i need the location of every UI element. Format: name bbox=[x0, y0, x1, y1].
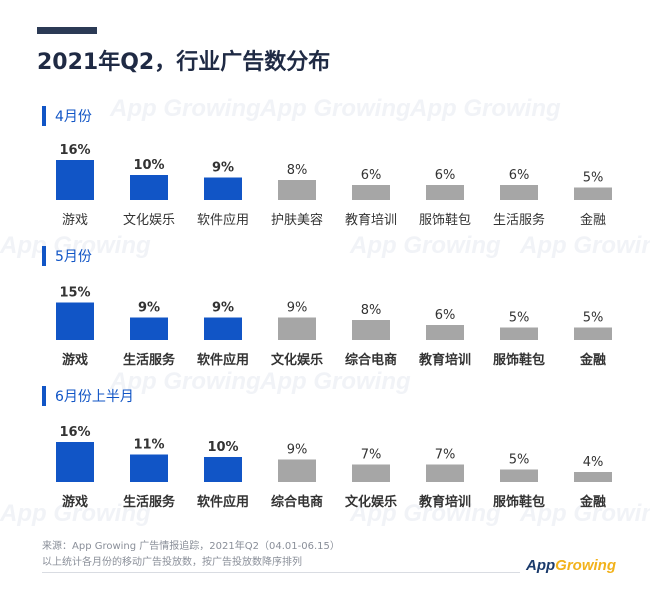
data-label: 16% bbox=[59, 425, 90, 440]
section-marker bbox=[42, 246, 46, 266]
data-label: 7% bbox=[361, 448, 382, 463]
section-marker bbox=[42, 386, 46, 406]
data-label: 6% bbox=[361, 168, 382, 183]
data-label: 7% bbox=[435, 448, 456, 463]
data-label: 9% bbox=[212, 301, 234, 316]
category-label: 文化娱乐 bbox=[345, 494, 397, 510]
data-label: 4% bbox=[583, 455, 604, 470]
bar-游戏 bbox=[56, 442, 94, 482]
bar-生活服务 bbox=[500, 185, 538, 200]
logo-text-app: App bbox=[526, 557, 556, 574]
logo-text-growing: Growing bbox=[555, 557, 616, 574]
section-title-april: 4月份 bbox=[55, 109, 92, 125]
data-label: 10% bbox=[207, 440, 238, 455]
bar-生活服务 bbox=[130, 454, 168, 482]
category-label: 游戏 bbox=[62, 213, 88, 228]
category-label: 软件应用 bbox=[197, 494, 249, 510]
bar-教育培训 bbox=[426, 464, 464, 482]
category-label: 服饰鞋包 bbox=[493, 494, 545, 510]
category-label: 金融 bbox=[580, 212, 606, 228]
data-label: 9% bbox=[287, 301, 308, 316]
bar-文化娱乐 bbox=[130, 175, 168, 200]
category-label: 文化娱乐 bbox=[123, 213, 175, 228]
bar-软件应用 bbox=[204, 457, 242, 482]
category-label: 游戏 bbox=[62, 352, 88, 368]
data-label: 15% bbox=[59, 286, 90, 301]
title-accent-bar bbox=[37, 27, 97, 34]
data-label: 10% bbox=[133, 158, 164, 173]
bar-游戏 bbox=[56, 160, 94, 200]
category-label: 软件应用 bbox=[197, 212, 249, 228]
data-label: 6% bbox=[435, 308, 456, 323]
bar-服饰鞋包 bbox=[500, 469, 538, 482]
section-title-may: 5月份 bbox=[55, 249, 92, 265]
data-label: 6% bbox=[435, 168, 456, 183]
category-label: 服饰鞋包 bbox=[419, 212, 471, 228]
page-title: 2021年Q2，行业广告数分布 bbox=[37, 50, 331, 75]
footer-note: 以上统计各月份的移动广告投放数，按广告投放数降序排列 bbox=[42, 557, 302, 568]
bar-教育培训 bbox=[426, 325, 464, 340]
data-label: 9% bbox=[138, 301, 160, 316]
category-label: 生活服务 bbox=[123, 352, 176, 368]
category-label: 教育培训 bbox=[418, 494, 471, 510]
bar-金融 bbox=[574, 327, 612, 340]
category-label: 生活服务 bbox=[493, 212, 545, 228]
bar-生活服务 bbox=[130, 317, 168, 340]
footer-source: 来源：App Growing 广告情报追踪，2021年Q2（04.01-06.1… bbox=[42, 541, 340, 552]
section-title-june: 6月份上半月 bbox=[55, 389, 134, 405]
app-growing-logo: AppGrowing bbox=[526, 557, 616, 574]
bar-护肤美容 bbox=[278, 180, 316, 200]
bar-金融 bbox=[574, 187, 612, 200]
category-label: 教育培训 bbox=[418, 352, 471, 368]
data-label: 5% bbox=[583, 311, 604, 326]
bar-文化娱乐 bbox=[278, 317, 316, 340]
category-label: 综合电商 bbox=[271, 494, 323, 510]
category-label: 金融 bbox=[579, 494, 606, 510]
category-label: 服饰鞋包 bbox=[493, 352, 545, 368]
category-label: 护肤美容 bbox=[271, 212, 323, 228]
category-label: 金融 bbox=[579, 352, 606, 368]
category-label: 软件应用 bbox=[197, 352, 249, 368]
bar-文化娱乐 bbox=[352, 464, 390, 482]
footer-divider bbox=[42, 572, 520, 573]
bar-综合电商 bbox=[278, 459, 316, 482]
category-label: 生活服务 bbox=[123, 494, 176, 510]
data-label: 9% bbox=[287, 443, 308, 458]
bar-服饰鞋包 bbox=[426, 185, 464, 200]
bar-软件应用 bbox=[204, 317, 242, 340]
bar-游戏 bbox=[56, 302, 94, 340]
data-label: 11% bbox=[133, 438, 164, 453]
data-label: 8% bbox=[287, 163, 308, 178]
bar-服饰鞋包 bbox=[500, 327, 538, 340]
category-label: 游戏 bbox=[62, 494, 88, 510]
data-label: 6% bbox=[509, 168, 530, 183]
section-marker bbox=[42, 106, 46, 126]
category-label: 综合电商 bbox=[345, 352, 397, 368]
bar-金融 bbox=[574, 472, 612, 482]
data-label: 5% bbox=[583, 171, 604, 186]
category-label: 教育培训 bbox=[345, 212, 397, 228]
data-label: 8% bbox=[361, 303, 382, 318]
data-label: 5% bbox=[509, 311, 530, 326]
category-label: 文化娱乐 bbox=[271, 352, 323, 368]
bar-软件应用 bbox=[204, 177, 242, 200]
bar-综合电商 bbox=[352, 320, 390, 340]
data-label: 9% bbox=[212, 161, 234, 176]
bar-教育培训 bbox=[352, 185, 390, 200]
data-label: 16% bbox=[59, 143, 90, 158]
data-label: 5% bbox=[509, 453, 530, 468]
